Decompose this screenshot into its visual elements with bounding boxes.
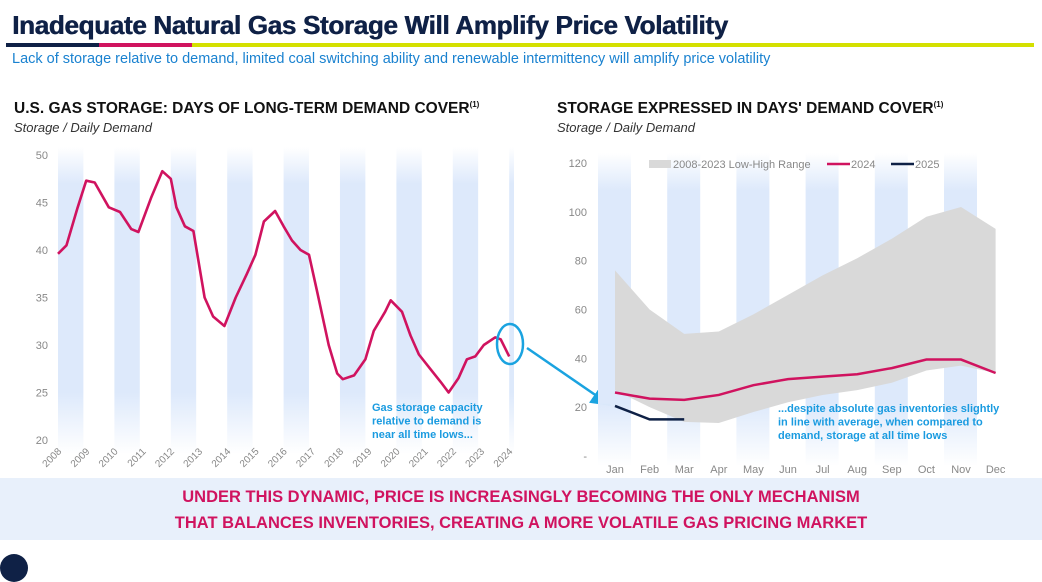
banner-line-2: THAT BALANCES INVENTORIES, CREATING A MO… — [174, 514, 868, 532]
y-tick-label: 100 — [569, 207, 587, 219]
background-band — [283, 147, 309, 454]
low-high-range-area — [615, 206, 996, 424]
title-rule-navy — [6, 43, 99, 47]
company-logo — [0, 554, 28, 582]
x-tick-label: Sep — [882, 464, 902, 476]
annotation-text: ...despite absolute gas inventories slig… — [778, 403, 1000, 415]
annotation-text: demand, storage at all time lows — [778, 430, 947, 442]
y-tick-label: 20 — [575, 402, 587, 414]
background-band — [339, 147, 366, 454]
x-tick-label: Jul — [816, 464, 830, 476]
title-rule-magenta — [99, 43, 192, 47]
y-tick-label: 30 — [36, 340, 48, 352]
annotation-text: relative to demand is — [372, 416, 481, 428]
background-band — [452, 147, 479, 454]
right-chart-title-text: STORAGE EXPRESSED IN DAYS' DEMAND COVER — [557, 100, 934, 118]
page-title: Inadequate Natural Gas Storage Will Ampl… — [12, 10, 728, 40]
x-tick-label: Aug — [847, 464, 867, 476]
legend-label: 2024 — [851, 159, 875, 171]
y-tick-label: 40 — [36, 245, 48, 257]
y-tick-label: 120 — [569, 158, 587, 170]
legend-label: 2008-2023 Low-High Range — [673, 159, 811, 171]
y-tick-label: 80 — [575, 256, 587, 268]
y-tick-label: - — [583, 451, 587, 463]
x-tick-label: May — [743, 464, 764, 476]
right-chart-subtitle: Storage / Daily Demand — [557, 120, 696, 135]
y-tick-label: 50 — [36, 150, 48, 162]
background-band — [58, 147, 84, 454]
page-subtitle: Lack of storage relative to demand, limi… — [12, 51, 771, 67]
y-tick-label: 25 — [36, 388, 48, 400]
left-chart-subtitle: Storage / Daily Demand — [14, 120, 153, 135]
conclusion-banner: UNDER THIS DYNAMIC, PRICE IS INCREASINGL… — [0, 478, 1042, 540]
banner-line-1: UNDER THIS DYNAMIC, PRICE IS INCREASINGL… — [182, 488, 860, 506]
background-band — [509, 147, 514, 454]
y-tick-label: 35 — [36, 293, 48, 305]
storage-days-line — [57, 169, 511, 394]
callout-arrow — [526, 346, 612, 406]
x-tick-label: Feb — [640, 464, 659, 476]
x-tick-label: Dec — [986, 464, 1006, 476]
background-band — [396, 147, 422, 454]
left-chart-title-text: U.S. GAS STORAGE: DAYS OF LONG-TERM DEMA… — [14, 100, 470, 118]
y-tick-label: 20 — [36, 435, 48, 447]
x-tick-label: Jan — [606, 464, 624, 476]
legend-label: 2025 — [915, 159, 939, 171]
x-tick-label: Jun — [779, 464, 797, 476]
annotation-text: Gas storage capacity — [372, 402, 484, 414]
background-band — [227, 147, 253, 454]
x-tick-label: Nov — [951, 464, 971, 476]
x-tick-label: Mar — [675, 464, 694, 476]
left-chart-title: U.S. GAS STORAGE: DAYS OF LONG-TERM DEMA… — [14, 100, 479, 118]
series-line-2025 — [614, 404, 685, 421]
highlight-circle — [495, 322, 525, 366]
series-line-2024 — [614, 358, 997, 402]
y-tick-label: 40 — [575, 353, 587, 365]
footnote-ref: (1) — [469, 100, 480, 109]
x-tick-label: Apr — [710, 464, 727, 476]
background-band — [114, 147, 140, 454]
right-chart-title: STORAGE EXPRESSED IN DAYS' DEMAND COVER(… — [557, 100, 943, 118]
y-tick-label: 60 — [575, 305, 587, 317]
x-tick-label: Oct — [918, 464, 935, 476]
title-rule-lime — [192, 43, 1034, 47]
annotation-text: in line with average, when compared to — [778, 417, 983, 429]
footnote-ref: (1) — [933, 100, 944, 109]
annotation-text: near all time lows... — [372, 429, 473, 441]
legend-swatch-range — [649, 160, 671, 168]
y-tick-label: 45 — [36, 198, 48, 210]
